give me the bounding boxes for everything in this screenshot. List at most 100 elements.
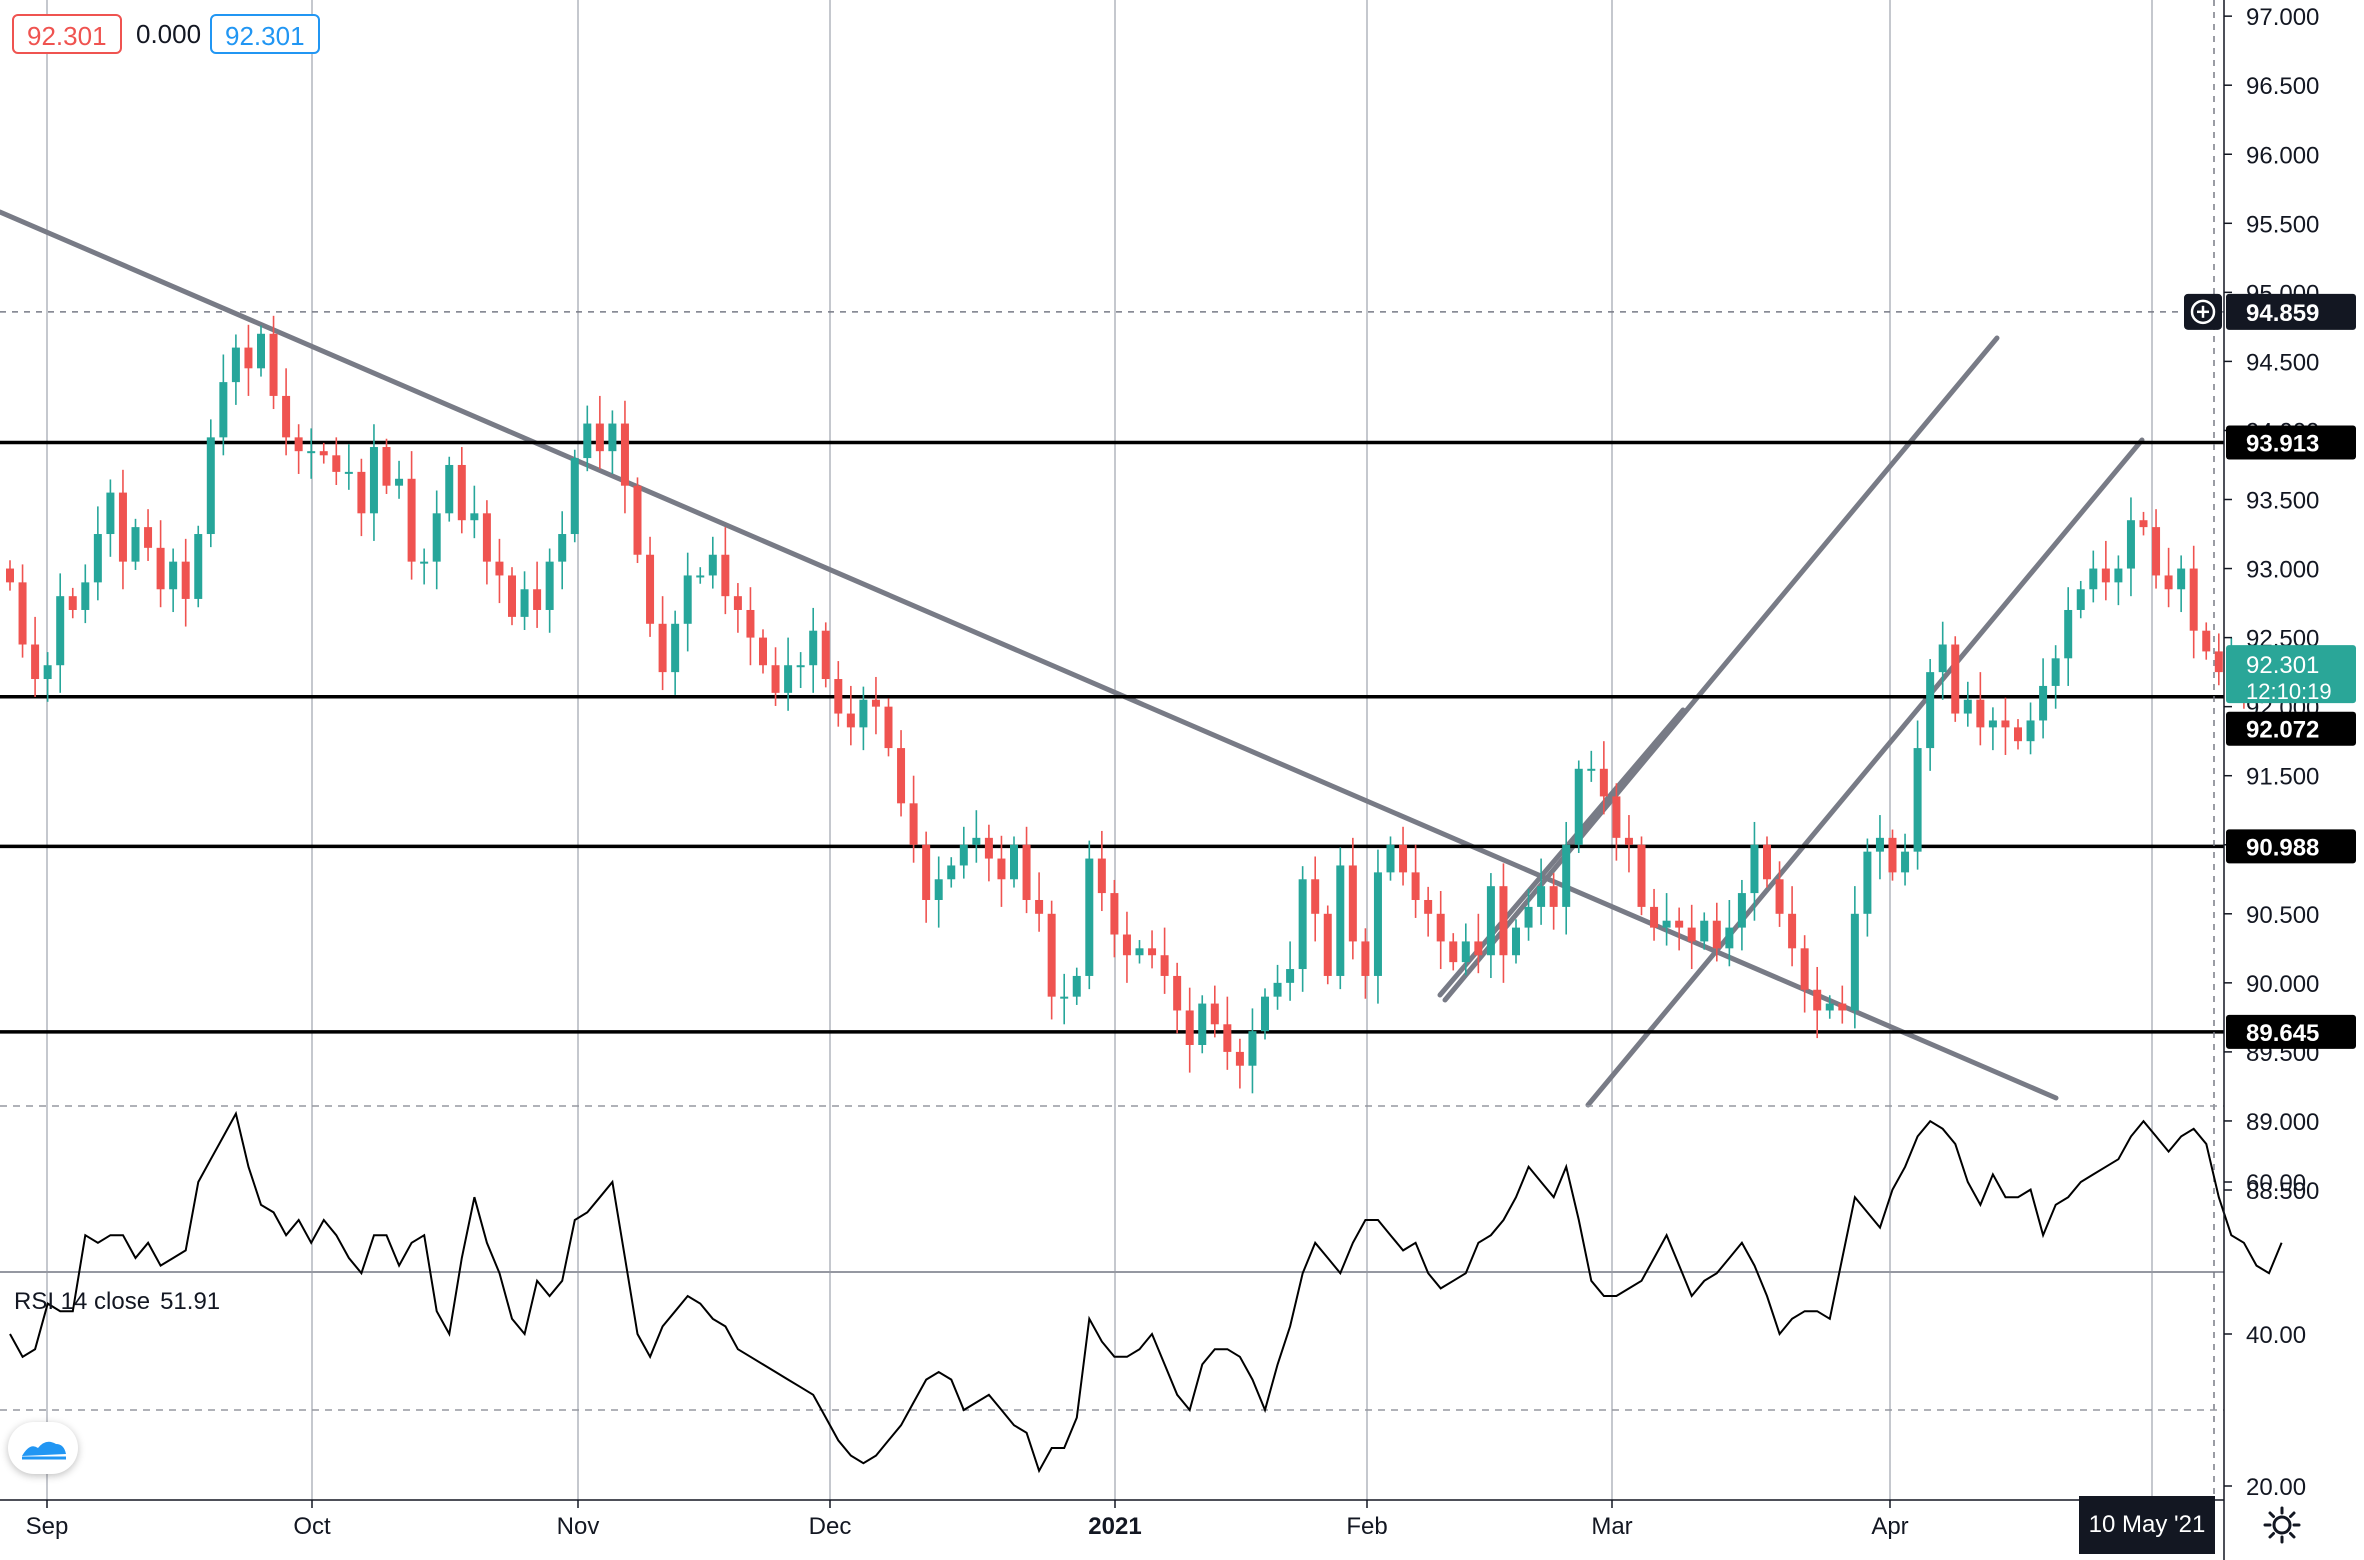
candle [131, 518, 140, 570]
horizontal-levels [0, 0, 2224, 1500]
candle-body [56, 596, 65, 666]
candle-body [1813, 989, 1822, 1011]
candle [1574, 760, 1583, 854]
candle-body [1248, 1031, 1257, 1066]
candle [570, 449, 579, 543]
candle-body [307, 451, 316, 454]
candle-body [771, 665, 780, 693]
candle-body [2114, 568, 2123, 583]
candle [2152, 509, 2161, 589]
candle-body [1499, 886, 1508, 956]
candle [2014, 719, 2022, 750]
candle [1499, 863, 1508, 983]
candle [2189, 545, 2198, 659]
level-price-tag-bg [2226, 711, 2356, 746]
candle [2064, 587, 2073, 686]
candle-body [520, 589, 529, 617]
candle-body [846, 713, 855, 728]
candle-body [972, 837, 981, 845]
level-price-tag-bg [2226, 1014, 2356, 1049]
candle [1775, 861, 1784, 927]
candle [1524, 888, 1533, 941]
candle-body [81, 582, 90, 610]
rsi-legend[interactable]: RSI 14 close 51.91 [14, 1288, 220, 1316]
level-price-tag-bg [2226, 829, 2356, 864]
level-price-tag: 90.988 [2246, 834, 2319, 861]
candle [1248, 1008, 1257, 1094]
candle-body [332, 455, 341, 472]
candle [1348, 837, 1357, 960]
candle [1386, 836, 1395, 881]
tradingview-logo-icon[interactable] [8, 1422, 78, 1474]
candle [821, 622, 830, 688]
candle-body [93, 534, 102, 583]
candle [1712, 902, 1721, 962]
candle-body [1035, 899, 1044, 914]
candle [2026, 702, 2035, 755]
time-tick-label: Sep [26, 1513, 69, 1540]
candle [2177, 555, 2186, 613]
time-tick-label: Oct [293, 1513, 331, 1540]
candle [934, 856, 943, 928]
candle [846, 685, 855, 746]
candle [93, 506, 102, 601]
candle [1097, 830, 1106, 912]
trend-line [1585, 437, 2145, 1108]
candle [583, 405, 592, 472]
candle-body [1512, 927, 1520, 956]
candle [206, 419, 215, 548]
candle-body [646, 554, 655, 624]
candle-body [31, 644, 40, 680]
candle-body [759, 637, 767, 666]
candle-body [2051, 658, 2060, 686]
rsi-tick-label: 20.00 [2246, 1474, 2306, 1501]
candle-body [18, 582, 27, 645]
candle [1336, 847, 1345, 990]
gear-icon[interactable] [2262, 1505, 2302, 1545]
candle [1838, 985, 1847, 1024]
candle [1700, 912, 1709, 950]
candle [1813, 966, 1822, 1039]
candle-body [1675, 920, 1684, 928]
candle [156, 520, 165, 608]
candle [1587, 750, 1596, 782]
candle-body [1486, 886, 1495, 956]
price-tick-label: 93.500 [2246, 488, 2319, 515]
candle-body [1298, 879, 1307, 970]
candle-body [2039, 685, 2048, 721]
candle [1901, 833, 1910, 886]
last-price-tag-bg [2226, 645, 2356, 704]
price-tick-label: 96.500 [2246, 73, 2319, 100]
candle-body [2202, 630, 2211, 652]
candle-body [1624, 837, 1633, 845]
candle-body [508, 575, 516, 617]
candle [1261, 988, 1269, 1040]
plus-circle-ring [2190, 299, 2216, 325]
candle [1687, 904, 1696, 970]
candle-body [1135, 948, 1144, 956]
level-price-tag-bg [2226, 425, 2356, 460]
time-tick-label: Nov [557, 1513, 600, 1540]
candle-body [1223, 1024, 1232, 1052]
candle-body [1361, 941, 1370, 976]
candle-body [1737, 893, 1746, 928]
candle-body [884, 706, 893, 749]
candle-body [633, 485, 642, 555]
time-tick-label: Feb [1346, 1513, 1387, 1540]
candle-body [696, 575, 705, 578]
candle-body [432, 513, 441, 562]
candle [1135, 940, 1144, 964]
legend-close-value: 92.301 [210, 14, 320, 54]
candle-body [1160, 955, 1169, 976]
candle [1750, 821, 1759, 921]
candle [332, 437, 341, 485]
candle-body [1863, 851, 1872, 914]
candle-body [1574, 768, 1583, 845]
candle-body [1210, 1003, 1219, 1025]
candle [595, 395, 604, 470]
candle [1662, 893, 1671, 946]
candle-body [1687, 927, 1696, 942]
candle [2001, 697, 2010, 755]
